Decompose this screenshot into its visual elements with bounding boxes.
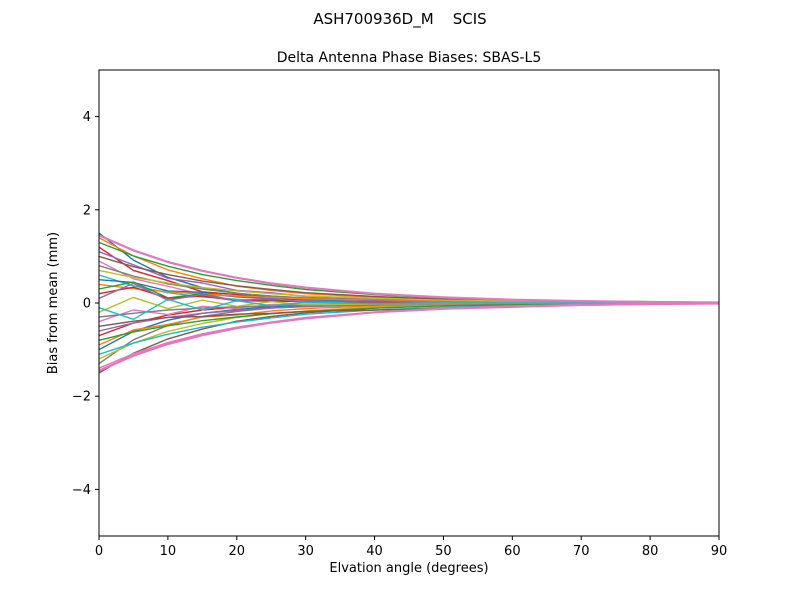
y-axis-label: Bias from mean (mm)	[46, 232, 61, 374]
x-axis-label: Elvation angle (degrees)	[329, 561, 488, 576]
series-line-s30	[98, 298, 719, 320]
y-tick-label: 0	[83, 297, 91, 312]
x-tick-label: 20	[229, 544, 246, 559]
y-tick-label: 2	[83, 203, 91, 218]
series-lines	[98, 232, 720, 374]
x-tick-label: 80	[642, 544, 659, 559]
figure-title: ASH700936D_M SCIS	[313, 10, 486, 29]
x-tick-label: 40	[366, 544, 383, 559]
x-tick-label: 70	[573, 544, 590, 559]
series-line-s31	[98, 234, 720, 304]
y-tick-label: −2	[72, 390, 91, 405]
x-tick-label: 60	[504, 544, 521, 559]
y-tick-label: −4	[72, 483, 91, 498]
x-tick-label: 30	[297, 544, 314, 559]
axes-title: Delta Antenna Phase Biases: SBAS-L5	[277, 50, 542, 66]
x-tick-label: 90	[711, 544, 728, 559]
series-line-s32	[98, 302, 720, 372]
x-tick-label: 10	[160, 544, 177, 559]
x-tick-label: 0	[95, 544, 103, 559]
y-tick-label: 4	[83, 110, 91, 125]
axis-ticks: 0 10 20 30 40 50 60 70 80 90 −4 −2 0 2 4	[72, 110, 727, 559]
x-tick-label: 50	[435, 544, 452, 559]
